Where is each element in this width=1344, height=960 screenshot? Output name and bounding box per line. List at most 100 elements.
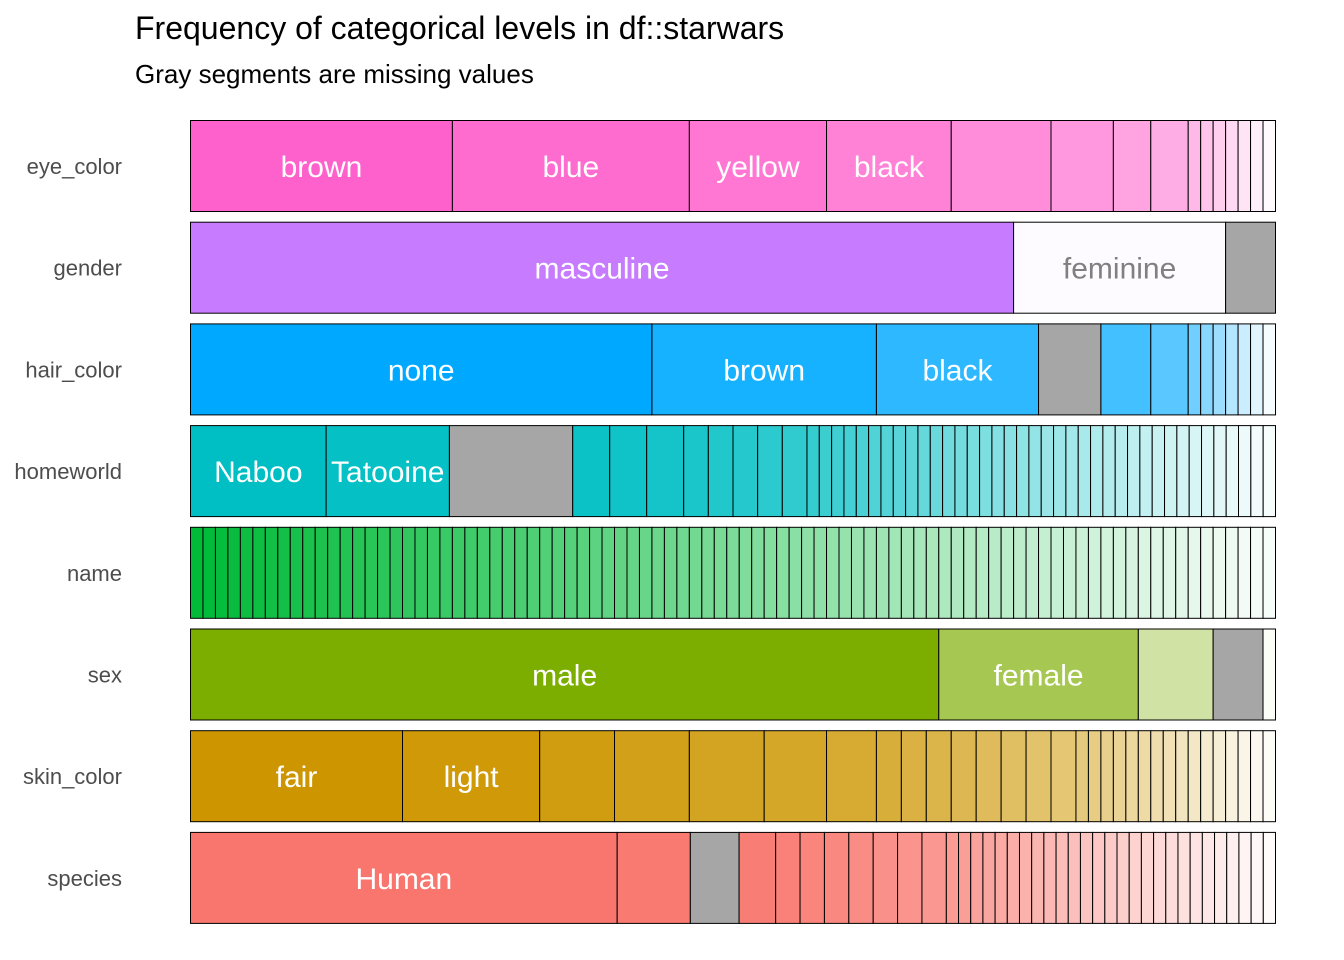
- bar-segment: [1187, 120, 1202, 212]
- bar-segment: [1000, 730, 1027, 823]
- bar-segment: [1150, 526, 1164, 619]
- bar-segment: [1100, 730, 1114, 823]
- bar-segment: [726, 526, 740, 619]
- bar-segment: [1262, 730, 1276, 823]
- bar-segment: [1062, 526, 1077, 619]
- segment-label: brown: [723, 354, 805, 387]
- bar-segment: [775, 831, 801, 924]
- bar-segment: [1043, 831, 1057, 924]
- bar-segment: [1214, 831, 1228, 924]
- bar-segment: [1153, 831, 1167, 924]
- bar-segment: [1250, 425, 1264, 518]
- bar-segment: [826, 526, 840, 619]
- bar-segment: [875, 323, 1040, 416]
- bar-segment: [252, 526, 266, 619]
- variable-label: sex: [88, 663, 122, 688]
- bar-segment: [688, 526, 703, 619]
- variable-label: homeworld: [14, 459, 122, 484]
- bar-segment: [892, 425, 907, 518]
- bar-segment: [1053, 425, 1067, 518]
- bar-segment: [1225, 730, 1239, 823]
- bar-segment: [688, 120, 828, 212]
- bar-segment: [389, 526, 404, 619]
- bar-segment: [1262, 120, 1276, 212]
- bar-segment: [190, 425, 327, 518]
- bar-segment: [763, 526, 778, 619]
- bar-segment: [875, 526, 890, 619]
- bar-segment: [713, 526, 728, 619]
- bar-segment: [1225, 323, 1239, 416]
- bar-segment: [601, 526, 616, 619]
- bar-segment: [1055, 831, 1069, 924]
- segment-label: black: [922, 354, 993, 387]
- bar-segment: [751, 526, 765, 619]
- bar-segment: [277, 526, 291, 619]
- segment-label: blue: [543, 151, 600, 184]
- bar-segment: [1112, 526, 1127, 619]
- bar-segment: [239, 526, 254, 619]
- bar-segment: [609, 425, 648, 518]
- bar-segment: [1175, 730, 1189, 823]
- bar-segment: [963, 526, 977, 619]
- bar-segment: [1200, 526, 1214, 619]
- segment-label: Naboo: [214, 456, 302, 489]
- bar-segment: [900, 730, 927, 823]
- segment-label: masculine: [535, 253, 670, 286]
- bar-segment: [818, 425, 833, 518]
- bar-segment: [377, 526, 391, 619]
- bar-segment: [1187, 730, 1202, 823]
- bar-segment: [900, 526, 915, 619]
- bar-segment: [888, 526, 902, 619]
- bar-segment: [514, 526, 528, 619]
- bar-segment: [1237, 526, 1252, 619]
- bar-segment: [1262, 526, 1276, 619]
- bar-segment: [1065, 425, 1079, 518]
- bar-segment: [1200, 730, 1214, 823]
- bar-segment: [1140, 831, 1155, 924]
- bar-segment: [1200, 120, 1214, 212]
- bar-segment: [339, 526, 354, 619]
- bar-segment: [614, 730, 690, 823]
- bar-segment: [1025, 730, 1052, 823]
- bar-segment: [451, 526, 466, 619]
- bar-segment: [975, 526, 990, 619]
- bar-segment: [1176, 425, 1190, 518]
- bar-segment: [848, 831, 874, 924]
- bar-segment: [1175, 526, 1189, 619]
- bar-segment: [1164, 425, 1178, 518]
- bar-segment: [1127, 425, 1141, 518]
- bar-segment: [190, 526, 204, 619]
- bar-segment: [788, 526, 803, 619]
- bar-segment: [414, 526, 428, 619]
- segment-label: male: [532, 660, 597, 693]
- segment-label: Tatooine: [331, 456, 444, 489]
- bar-segment: [763, 730, 828, 823]
- bar-segment: [1225, 120, 1239, 212]
- bar-segment: [1018, 831, 1033, 924]
- bar-segment: [1200, 323, 1214, 416]
- bar-segment: [190, 221, 1015, 314]
- variable-label: species: [47, 866, 122, 891]
- bar-segment: [190, 120, 453, 212]
- bar-segment: [576, 526, 591, 619]
- bar-segment: [1016, 425, 1030, 518]
- bar-segment: [572, 425, 611, 518]
- bar-segment: [1038, 526, 1052, 619]
- bar-segment: [464, 526, 478, 619]
- bar-segment: [1013, 526, 1027, 619]
- bar-segment: [1003, 425, 1018, 518]
- bar-segment: [929, 425, 944, 518]
- bar-segment: [738, 831, 777, 924]
- bar-segment: [994, 831, 1008, 924]
- bar-segment: [1125, 526, 1139, 619]
- bar-segment: [1087, 730, 1102, 823]
- bar-segment: [489, 526, 503, 619]
- bar-segment: [1077, 425, 1092, 518]
- bar-segment: [1237, 120, 1252, 212]
- bar-segment: [880, 425, 894, 518]
- bar-segment: [551, 526, 566, 619]
- bar-segment: [1125, 730, 1139, 823]
- bar-segment: [426, 526, 441, 619]
- bar-segment: [938, 526, 952, 619]
- bar-segment: [1226, 831, 1240, 924]
